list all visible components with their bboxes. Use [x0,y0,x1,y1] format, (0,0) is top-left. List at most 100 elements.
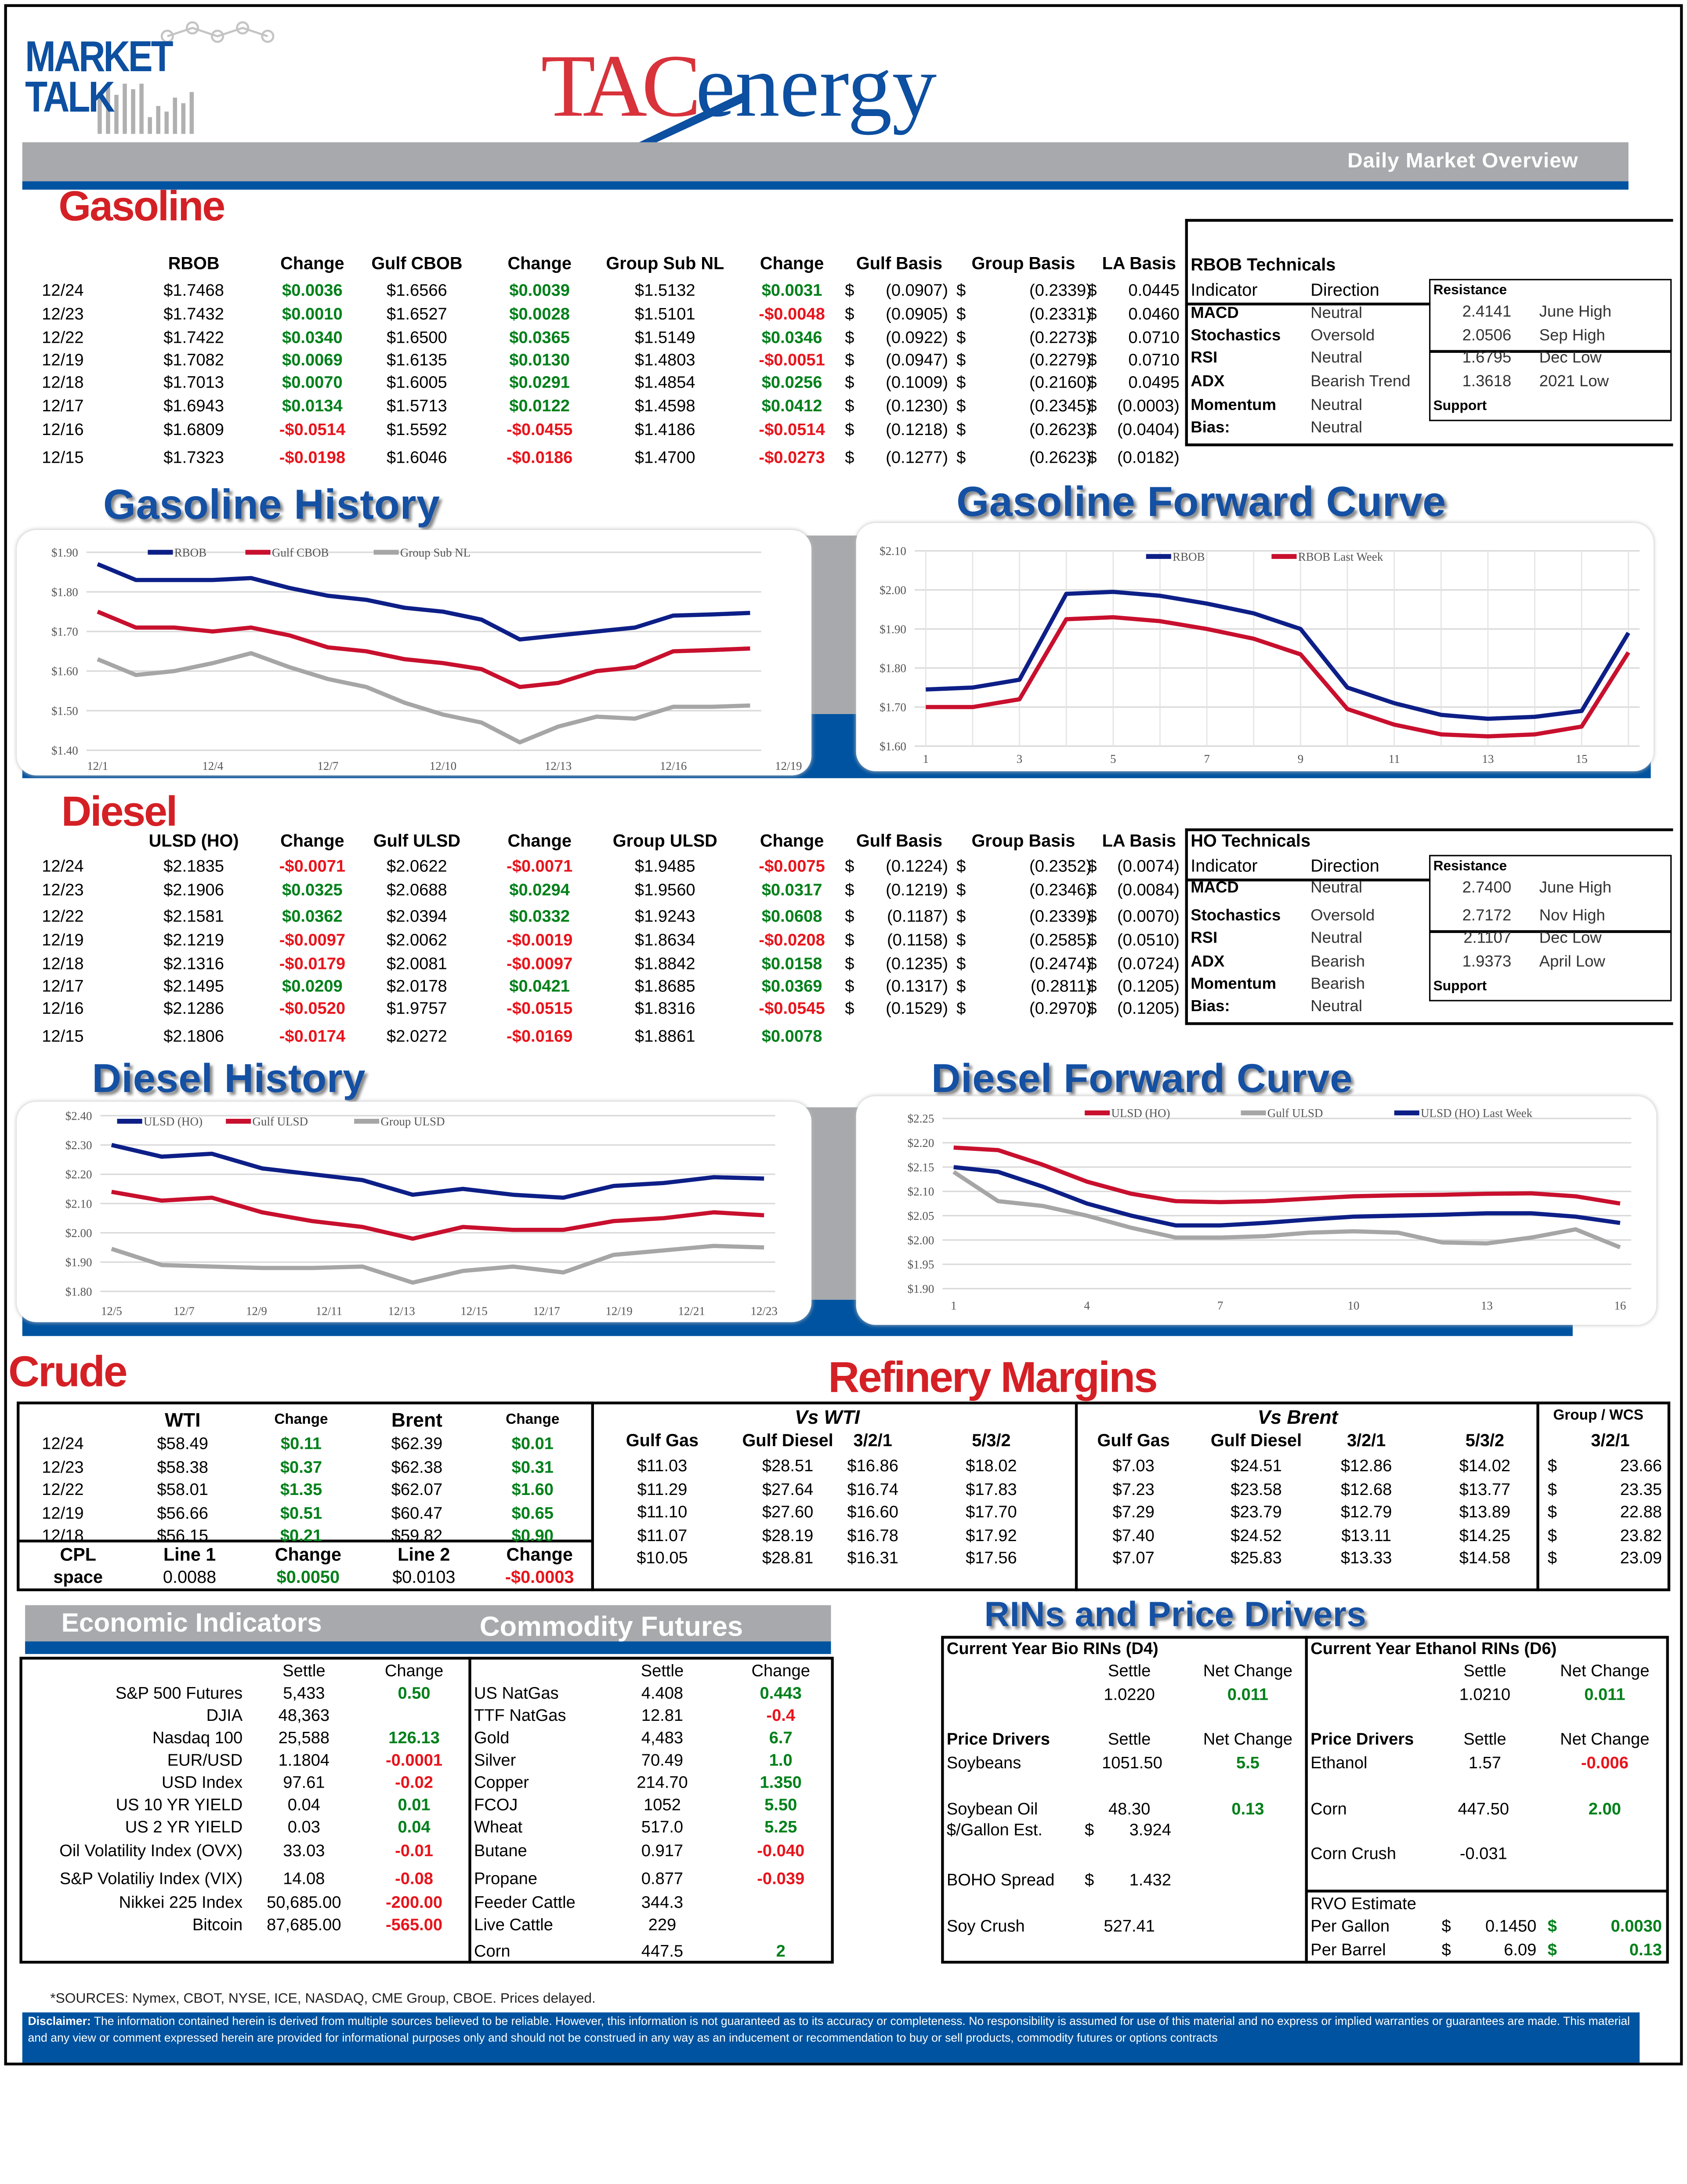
basis-cell: (0.2160) [1029,372,1092,392]
level-value: 1.3618 [1462,374,1512,391]
currency-symbol: $ [1087,372,1097,392]
cpl-cell: $0.0103 [392,1567,456,1587]
change-cell: $0.0158 [761,954,822,974]
cpl-header: Change [275,1544,341,1565]
change-value: -0.4 [766,1705,796,1725]
x-tick-label: 12/4 [202,759,223,773]
price-cell: $2.0081 [387,954,447,974]
x-tick-label: 12/19 [605,1305,632,1318]
row-date: 12/19 [42,930,84,950]
currency-symbol: $ [1087,856,1097,876]
driver-name: Corn Crush [1311,1843,1396,1863]
basis-cell: (0.2811) [1030,976,1092,996]
indicator-name: EUR/USD [167,1750,243,1770]
currency-symbol: $ [956,906,966,926]
settle-value: 1052 [644,1795,681,1814]
d6-title: Current Year Ethanol RINs (D6) [1311,1638,1557,1658]
direction-header: Direction [1311,280,1379,300]
margin-cell: $11.07 [637,1525,688,1545]
legend-label: RBOB [1173,550,1205,563]
change-cell: $0.0134 [282,396,343,416]
margin-cell: $11.03 [637,1456,688,1476]
row-date: 12/15 [42,447,84,468]
indicator-name: US NatGas [474,1683,559,1703]
legend-label: Group Sub NL [400,546,471,559]
change-cell: $0.11 [280,1433,322,1453]
change-value: 1.0 [769,1750,793,1770]
y-tick-label: $2.00 [908,1233,934,1247]
basis-cell: (0.2970) [1029,998,1092,1018]
margin-cell: $27.64 [762,1479,814,1499]
y-tick-label: $1.70 [880,701,906,714]
price-drivers-label: Price Drivers [1311,1729,1414,1749]
indicator-name: Bias: [1191,420,1230,437]
y-tick-label: $2.00 [65,1226,92,1240]
refinery-column-header: Gulf Gas [1097,1431,1170,1451]
currency-symbol: $ [956,304,966,324]
y-tick-label: $2.10 [65,1197,92,1210]
basis-cell: (0.1529) [886,998,948,1018]
change-value: 0.50 [398,1683,431,1703]
change-cell: -$0.0169 [507,1026,573,1046]
margin-cell: $7.29 [1112,1502,1155,1522]
level-value: 2.7172 [1462,908,1512,925]
basis-cell: (0.0182) [1117,447,1180,468]
margin-cell: $25.83 [1231,1548,1282,1568]
row-date: 12/23 [42,880,84,900]
currency-symbol: $ [1547,1502,1557,1522]
basis-cell: (0.1277) [886,447,948,468]
indicator-name: Bias: [1191,998,1230,1016]
change-cell: $0.0608 [761,906,822,926]
rins-value: 5.5 [1236,1753,1260,1773]
price-cell: $1.7422 [163,327,224,348]
price-cell: $1.7323 [163,447,224,468]
change-cell: -$0.0515 [507,998,573,1018]
level-value: 2.1107 [1463,930,1512,947]
x-tick-label: 1 [923,752,929,765]
indicator-name: ADX [1191,954,1225,971]
basis-cell: (0.0905) [886,304,948,324]
currency-symbol: $ [845,976,854,996]
settle-value: 25,588 [278,1728,330,1748]
row-date: 12/24 [42,856,84,876]
settle-value: 447.5 [641,1941,684,1961]
change-cell: $0.0028 [509,304,570,324]
column-header: RBOB [168,254,220,274]
change-cell: -$0.0174 [279,1026,346,1046]
currency-symbol: $ [845,954,854,974]
row-date: 12/24 [42,280,84,300]
settle-header: Settle [282,1661,326,1681]
y-tick-label: $1.50 [51,704,78,718]
settle-value: 50,685.00 [267,1892,341,1912]
indicator-name: USD Index [162,1772,243,1792]
cpl-header: Change [506,1544,573,1565]
column-header: Gulf Basis [856,254,943,274]
basis-cell: (0.0003) [1117,396,1180,416]
currency-symbol: $ [845,930,854,950]
indicator-direction: Oversold [1311,908,1375,925]
price-drivers-label: Price Drivers [946,1729,1050,1749]
settle-value: 214.70 [637,1772,688,1792]
currency-symbol: $ [956,447,966,468]
divider [1185,1022,1673,1025]
margin-cell: $17.83 [966,1479,1017,1499]
margin-cell: $28.51 [762,1456,814,1476]
indicator-direction: Neutral [1311,305,1362,323]
indicator-direction: Neutral [1311,998,1362,1016]
level-label: Nov High [1539,908,1605,925]
price-cell: $1.4186 [634,420,695,439]
change-cell: -$0.0071 [507,856,573,876]
margin-cell: $14.58 [1459,1548,1511,1568]
price-cell: $1.7082 [163,350,224,370]
section-title-gasoline-history: Gasoline History [103,483,440,529]
currency-symbol: $ [1547,1916,1557,1936]
margin-cell: $12.86 [1340,1456,1392,1476]
tac-energy-logo: TACenergy [541,41,937,131]
technicals-title: HO Technicals [1191,831,1311,851]
margin-cell: $28.81 [762,1548,814,1568]
price-cell: $2.1316 [163,954,224,974]
currency-symbol: $ [845,304,854,324]
price-cell: $1.4803 [634,350,695,370]
column-header: Change [280,254,344,274]
margin-cell: $16.86 [847,1456,898,1476]
